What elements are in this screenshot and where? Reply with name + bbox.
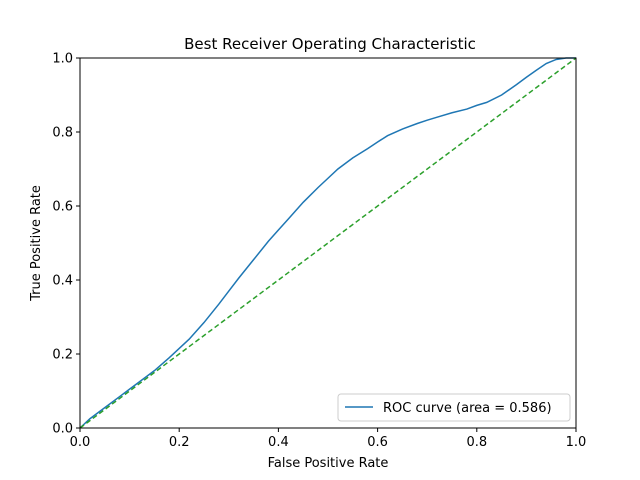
x-tick-label: 0.8 <box>466 435 487 450</box>
y-tick-label: 0.2 <box>52 348 73 363</box>
y-tick-label: 0.0 <box>52 422 73 437</box>
legend-box <box>337 393 571 422</box>
y-axis-ticks: 0.0 0.2 0.4 0.6 0.8 1.0 <box>52 52 80 437</box>
x-tick-label: 0.4 <box>268 435 289 450</box>
x-tick-label: 0.0 <box>70 435 91 450</box>
x-axis-ticks: 0.0 0.2 0.4 0.6 0.8 1.0 <box>70 428 587 450</box>
y-tick-label: 0.4 <box>52 274 73 289</box>
y-tick-label: 0.6 <box>52 200 73 215</box>
x-tick-label: 0.6 <box>367 435 388 450</box>
x-tick-label: 0.2 <box>169 435 190 450</box>
y-axis-label: True Positive Rate <box>29 185 44 302</box>
legend-label: ROC curve (area = 0.586) <box>383 401 552 416</box>
chart-title: Best Receiver Operating Characteristic <box>184 35 476 53</box>
x-axis-label: False Positive Rate <box>268 456 389 471</box>
roc-curve-line <box>79 57 576 429</box>
x-tick-label: 1.0 <box>566 435 587 450</box>
diagonal-reference-line <box>79 57 577 429</box>
plot-frame <box>79 57 577 429</box>
y-tick-label: 0.8 <box>52 126 73 141</box>
series-layer <box>79 57 577 429</box>
legend: ROC curve (area = 0.586) <box>337 393 571 422</box>
y-tick-label: 1.0 <box>52 52 73 67</box>
